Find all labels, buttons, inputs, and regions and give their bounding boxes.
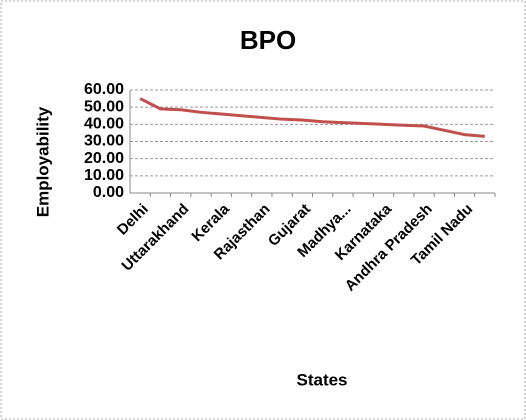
y-tick-label: 60.00 — [84, 81, 124, 98]
chart-title: BPO — [240, 25, 296, 55]
y-tick-label: 10.00 — [84, 167, 124, 184]
x-axis-label: States — [296, 370, 347, 389]
y-tick-label: 50.00 — [84, 98, 124, 115]
y-tick-label: 20.00 — [84, 150, 124, 167]
y-tick-label: 30.00 — [84, 133, 124, 150]
y-tick-label: 0.00 — [93, 184, 124, 201]
data-line — [139, 97, 485, 138]
y-tick-label: 40.00 — [84, 116, 124, 133]
y-axis-label: Employability — [33, 106, 52, 217]
